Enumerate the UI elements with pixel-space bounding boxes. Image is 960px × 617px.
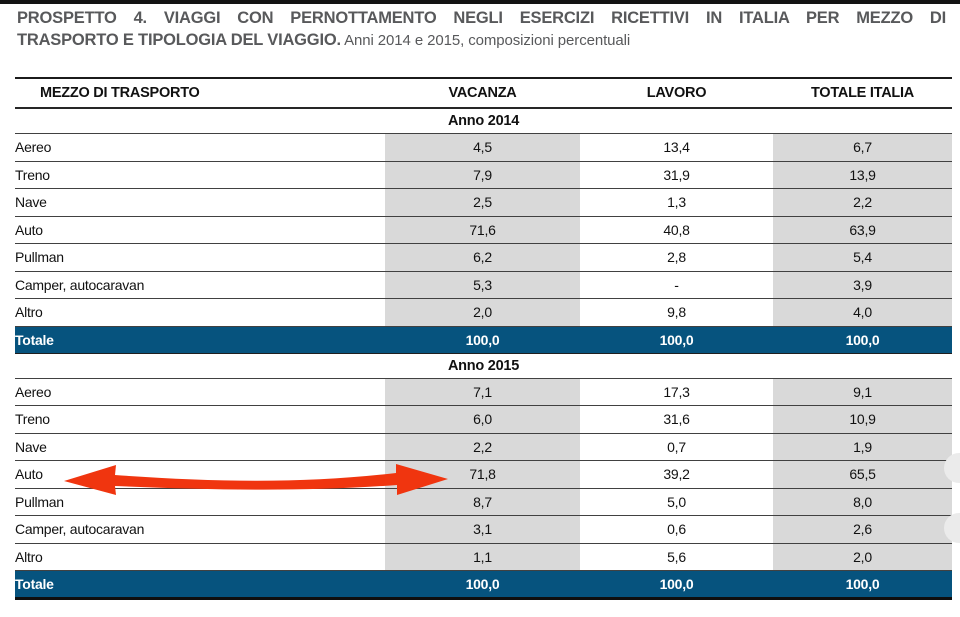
cell-vacanza: 4,5 [385,133,580,162]
cell-totale: 6,7 [773,133,952,162]
row-label: Pullman [15,243,385,272]
total-vacanza: 100,0 [385,326,580,354]
cell-vacanza: 8,7 [385,488,580,516]
total-label: Totale [15,570,385,600]
table-row: Treno 6,0 31,6 10,9 [15,405,952,434]
cell-vacanza: 2,0 [385,298,580,327]
cell-lavoro: 31,6 [580,405,773,434]
cell-vacanza: 2,2 [385,433,580,461]
row-label: Treno [15,161,385,189]
cell-totale: 10,9 [773,405,952,434]
table-header-row: MEZZO DI TRASPORTO VACANZA LAVORO TOTALE… [15,77,952,109]
cell-vacanza: 71,6 [385,216,580,244]
arrow-shape [64,464,448,495]
row-label: Altro [15,298,385,327]
table-row: Altro 1,1 5,6 2,0 [15,543,952,571]
row-label: Aereo [15,378,385,406]
row-label: Camper, autocaravan [15,515,385,544]
cell-totale: 13,9 [773,161,952,189]
caption-line-2-bold: TRASPORTO E TIPOLOGIA DEL VIAGGIO. [17,31,341,49]
cell-lavoro: 0,7 [580,433,773,461]
caption-line-1: PROSPETTO 4. VIAGGI CON PERNOTTAMENTO NE… [17,9,946,27]
cell-totale: 9,1 [773,378,952,406]
table-row: Aereo 7,1 17,3 9,1 [15,378,952,406]
caption-line-2: TRASPORTO E TIPOLOGIA DEL VIAGGIO. Anni … [17,29,946,52]
faint-circle-decoration [944,453,960,483]
cell-lavoro: 40,8 [580,216,773,244]
total-label: Totale [15,326,385,354]
row-label: Pullman [15,488,385,516]
cell-lavoro: 1,3 [580,188,773,217]
table-row: Aereo 4,5 13,4 6,7 [15,133,952,162]
total-lavoro: 100,0 [580,326,773,354]
total-row-2015: Totale 100,0 100,0 100,0 [15,570,952,600]
cell-lavoro: 13,4 [580,133,773,162]
table-row: Camper, autocaravan 5,3 - 3,9 [15,271,952,299]
cell-totale: 2,6 [773,515,952,544]
total-vacanza: 100,0 [385,570,580,600]
cell-lavoro: 17,3 [580,378,773,406]
cell-lavoro: 0,6 [580,515,773,544]
table-row: Pullman 8,7 5,0 8,0 [15,488,952,516]
cell-vacanza: 2,5 [385,188,580,217]
table-row: Nave 2,5 1,3 2,2 [15,188,952,217]
cell-vacanza: 7,1 [385,378,580,406]
cell-lavoro: 2,8 [580,243,773,272]
cell-vacanza: 6,0 [385,405,580,434]
cell-vacanza: 7,9 [385,161,580,189]
column-header-lavoro: LAVORO [580,77,773,109]
cell-lavoro: 39,2 [580,460,773,489]
faint-circle-decoration [944,513,960,543]
row-label: Treno [15,405,385,434]
section-label-row-2015: Anno 2015 [15,353,952,379]
table-row: Pullman 6,2 2,8 5,4 [15,243,952,272]
section-label-row-2014: Anno 2014 [15,108,952,134]
row-label: Camper, autocaravan [15,271,385,299]
section-label-2014: Anno 2014 [15,108,952,134]
cell-vacanza: 1,1 [385,543,580,571]
caption-subtitle: Anni 2014 e 2015, composizioni percentua… [340,32,631,49]
cell-totale: 5,4 [773,243,952,272]
table-row: Auto 71,6 40,8 63,9 [15,216,952,244]
cell-vacanza: 6,2 [385,243,580,272]
cell-totale: 2,2 [773,188,952,217]
cell-lavoro: 9,8 [580,298,773,327]
row-label: Auto [15,216,385,244]
column-header-vacanza: VACANZA [385,77,580,109]
row-label: Nave [15,433,385,461]
table-row: Camper, autocaravan 3,1 0,6 2,6 [15,515,952,544]
column-header-mezzo: MEZZO DI TRASPORTO [15,77,385,109]
table-row: Altro 2,0 9,8 4,0 [15,298,952,327]
total-lavoro: 100,0 [580,570,773,600]
cell-vacanza: 3,1 [385,515,580,544]
statistics-table: MEZZO DI TRASPORTO VACANZA LAVORO TOTALE… [15,77,952,600]
section-label-2015: Anno 2015 [15,353,952,379]
cell-totale: 63,9 [773,216,952,244]
top-border-bar [0,0,960,4]
double-headed-arrow-icon [64,464,448,495]
cell-vacanza: 5,3 [385,271,580,299]
table-row: Treno 7,9 31,9 13,9 [15,161,952,189]
total-totale: 100,0 [773,326,952,354]
row-label: Altro [15,543,385,571]
row-label: Aereo [15,133,385,162]
total-row-2014: Totale 100,0 100,0 100,0 [15,326,952,354]
cell-totale: 3,9 [773,271,952,299]
cell-totale: 65,5 [773,460,952,489]
column-header-totale-italia: TOTALE ITALIA [773,77,952,109]
total-totale: 100,0 [773,570,952,600]
cell-totale: 8,0 [773,488,952,516]
row-label: Nave [15,188,385,217]
cell-lavoro: 5,6 [580,543,773,571]
cell-totale: 4,0 [773,298,952,327]
table-row: Nave 2,2 0,7 1,9 [15,433,952,461]
cell-lavoro: 5,0 [580,488,773,516]
cell-totale: 1,9 [773,433,952,461]
table-caption: PROSPETTO 4. VIAGGI CON PERNOTTAMENTO NE… [17,7,946,52]
cell-totale: 2,0 [773,543,952,571]
cell-lavoro: - [580,271,773,299]
cell-lavoro: 31,9 [580,161,773,189]
